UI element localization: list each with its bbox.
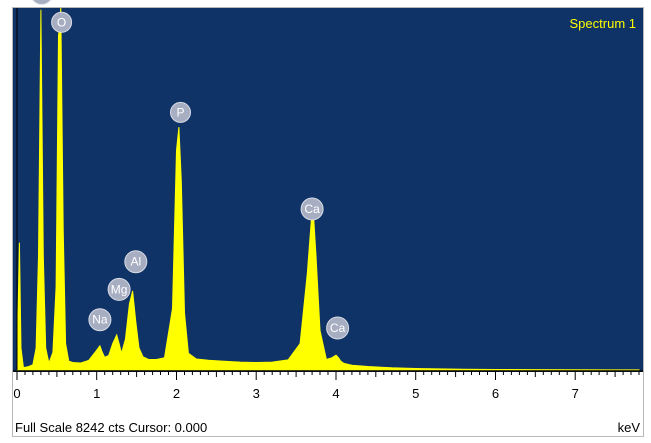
spectrum-area xyxy=(16,7,640,371)
peak-label-ca: Ca xyxy=(326,316,350,340)
x-tick-label: 1 xyxy=(93,386,100,401)
x-tick-label: 5 xyxy=(412,386,419,401)
peak-label-ca: Ca xyxy=(32,0,52,5)
spectrum-layer xyxy=(16,7,640,371)
peak-label-p: P xyxy=(170,101,191,123)
plot-area xyxy=(13,8,643,372)
peak-label-ca: Ca xyxy=(300,197,324,221)
peak-label-na: Na xyxy=(88,308,112,332)
peak-badge xyxy=(32,0,52,5)
peak-badge xyxy=(124,250,148,274)
x-axis-ticks: 0 1 2 3 4 5 6 7 xyxy=(13,371,640,401)
peak-badge xyxy=(300,197,324,221)
peak-label-mg: Mg xyxy=(107,277,131,301)
peak-badge xyxy=(170,101,191,123)
peak-badge xyxy=(107,277,131,301)
chart-frame xyxy=(12,7,644,437)
peak-label-text: Mg xyxy=(111,282,128,296)
peak-label-text: Ca xyxy=(330,321,346,335)
peak-label-text: Al xyxy=(130,255,141,269)
x-tick-label: 4 xyxy=(332,386,339,401)
peak-label-text: O xyxy=(57,15,66,29)
x-tick-label: 3 xyxy=(253,386,260,401)
x-tick-label: 2 xyxy=(173,386,180,401)
peak-label-text: P xyxy=(176,105,184,119)
x-tick-label: 7 xyxy=(572,386,579,401)
peak-badge xyxy=(88,308,112,332)
series-label: Spectrum 1 xyxy=(570,16,636,31)
peak-label-o: O xyxy=(51,11,73,33)
x-axis-unit-label: keV xyxy=(618,420,641,435)
x-tick-label: 6 xyxy=(492,386,499,401)
peak-badge xyxy=(51,11,73,33)
peak-label-al: Al xyxy=(124,250,148,274)
peak-label-text: Ca xyxy=(304,202,320,216)
peak-label-text: Na xyxy=(92,313,108,327)
footer-status: Full Scale 8242 cts Cursor: 0.000 xyxy=(15,420,207,435)
peak-badge xyxy=(326,316,350,340)
x-tick-label: 0 xyxy=(13,386,20,401)
